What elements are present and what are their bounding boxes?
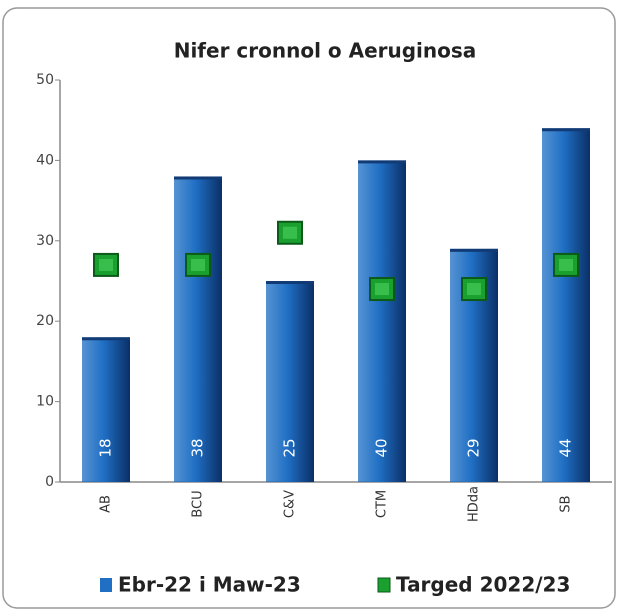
x-tick-label: C&V: [283, 490, 298, 518]
bar-top: [450, 248, 498, 252]
y-tick-label: 0: [45, 474, 54, 490]
data-label: 29: [465, 438, 483, 457]
bar-top: [358, 160, 406, 164]
data-label: 38: [189, 438, 207, 457]
bar: [542, 128, 590, 483]
data-label: 40: [373, 438, 391, 457]
data-label: 25: [281, 438, 299, 457]
legend-label: Targed 2022/23: [396, 573, 570, 597]
y-tick-label: 30: [36, 233, 54, 249]
marker-shine: [467, 283, 481, 296]
bar-top: [82, 337, 130, 341]
bar-top: [266, 281, 314, 284]
bar: [82, 337, 130, 482]
x-tick-label: AB: [99, 495, 114, 513]
marker-shine: [559, 258, 573, 271]
y-tick-label: 40: [36, 152, 54, 168]
bar: [174, 176, 222, 483]
x-tick-label: CTM: [375, 490, 390, 518]
data-label: 18: [97, 438, 115, 457]
y-tick-label: 50: [36, 72, 54, 88]
x-tick-label: HDda: [467, 486, 482, 522]
legend-swatch: [377, 577, 391, 593]
x-tick-label: BCU: [191, 490, 206, 517]
x-tick-label: SB: [559, 495, 574, 512]
marker-shine: [99, 258, 113, 271]
data-label: 44: [557, 438, 575, 457]
bar: [266, 281, 314, 482]
y-tick-label: 20: [36, 313, 54, 329]
marker-shine: [375, 283, 389, 296]
chart-title: Nifer cronnol o Aeruginosa: [174, 39, 477, 63]
bar-top: [542, 128, 590, 132]
y-tick-label: 10: [36, 394, 54, 410]
legend-swatch: [100, 578, 112, 592]
marker-shine: [191, 258, 205, 271]
legend-label: Ebr-22 i Maw-23: [118, 573, 301, 597]
marker-shine: [283, 226, 297, 239]
bar: [358, 160, 406, 482]
bar-top: [174, 176, 222, 180]
